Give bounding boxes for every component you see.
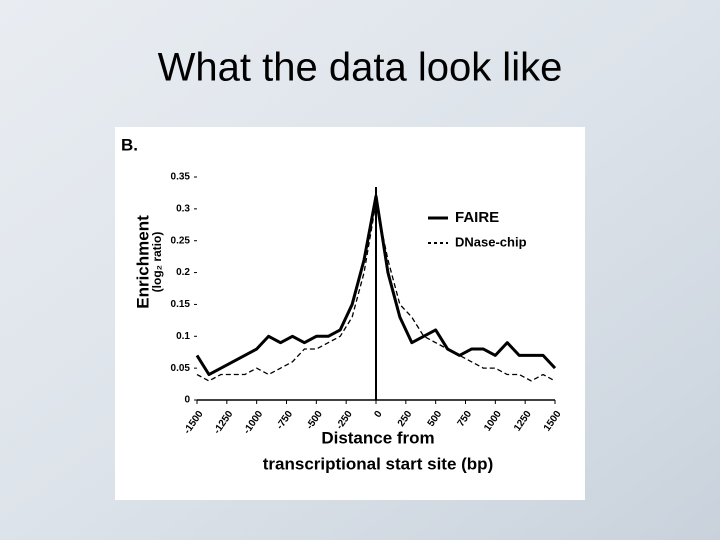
y-tick-label: 0.2	[176, 267, 190, 278]
x-label: transcriptional start site (bp)	[263, 454, 493, 473]
y-tick-label: 0.1	[176, 331, 190, 342]
figure-panel	[115, 127, 585, 500]
y-label: Enrichment	[133, 215, 152, 309]
panel-label: B.	[121, 135, 138, 154]
slide-title: What the data look like	[158, 46, 563, 90]
series-line	[195, 194, 557, 377]
series-line	[196, 201, 556, 382]
y-tick-label: 0.05	[171, 363, 191, 374]
y-tick-label: 0.15	[171, 299, 191, 310]
y-tick-label: 0	[184, 395, 190, 406]
y-tick-label: 0.3	[176, 203, 190, 214]
legend-label: DNase-chip	[455, 234, 527, 249]
x-tick-label: 0	[372, 409, 384, 420]
y-tick-label: 0.25	[171, 235, 191, 246]
y-sublabel: (log₂ ratio)	[150, 232, 164, 293]
legend-label: FAIRE	[455, 209, 499, 226]
y-tick-label: 0.35	[171, 172, 191, 183]
x-label: Distance from	[321, 428, 434, 447]
